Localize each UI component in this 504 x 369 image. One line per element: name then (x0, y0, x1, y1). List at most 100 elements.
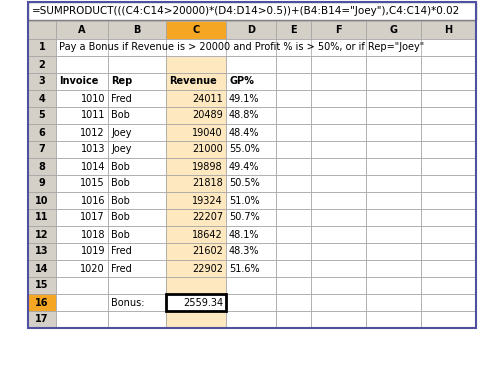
Bar (28, 277, 56, 294)
Bar (311, 73, 366, 90)
Bar (28, 192, 56, 209)
Bar (108, 21, 166, 39)
Text: 8: 8 (39, 162, 45, 172)
Bar (166, 260, 226, 277)
Text: 1013: 1013 (81, 145, 105, 155)
Bar (366, 56, 421, 73)
Text: 9: 9 (39, 179, 45, 189)
Bar (28, 73, 56, 90)
Text: 2: 2 (39, 59, 45, 69)
Bar (276, 311, 311, 328)
Bar (366, 21, 421, 39)
Bar (226, 243, 276, 260)
Bar (421, 107, 476, 124)
Bar (56, 277, 108, 294)
Text: 17: 17 (35, 314, 49, 324)
Bar (226, 90, 276, 107)
Bar (421, 21, 476, 39)
Bar (276, 192, 311, 209)
Bar (421, 141, 476, 158)
Text: 1018: 1018 (81, 230, 105, 239)
Text: 51.6%: 51.6% (229, 263, 260, 273)
Bar (56, 39, 476, 56)
Text: G: G (390, 25, 398, 35)
Bar (56, 311, 108, 328)
Bar (56, 124, 108, 141)
Bar (366, 260, 421, 277)
Text: Bonus:: Bonus: (111, 297, 145, 307)
Text: 48.4%: 48.4% (229, 128, 260, 138)
Bar (226, 124, 276, 141)
Bar (28, 2, 476, 328)
Bar (108, 294, 166, 311)
Bar (311, 158, 366, 175)
Bar (108, 260, 166, 277)
Bar (276, 124, 311, 141)
Text: Fred: Fred (111, 93, 132, 103)
Bar (108, 141, 166, 158)
Bar (28, 107, 56, 124)
Text: 16: 16 (35, 297, 49, 307)
Bar (166, 175, 226, 192)
Text: 1020: 1020 (80, 263, 105, 273)
Bar (226, 277, 276, 294)
Text: 55.0%: 55.0% (229, 145, 260, 155)
Bar (276, 158, 311, 175)
Bar (108, 277, 166, 294)
Bar (421, 226, 476, 243)
Text: 22902: 22902 (192, 263, 223, 273)
Bar (421, 294, 476, 311)
Bar (421, 175, 476, 192)
Bar (56, 226, 108, 243)
Bar (276, 90, 311, 107)
Bar (56, 73, 108, 90)
Text: Bob: Bob (111, 213, 130, 223)
Bar (56, 107, 108, 124)
Bar (276, 209, 311, 226)
Text: 1011: 1011 (81, 110, 105, 121)
Text: Revenue: Revenue (169, 76, 217, 86)
Bar (56, 141, 108, 158)
Bar (226, 39, 276, 56)
Text: 48.3%: 48.3% (229, 246, 260, 256)
Bar (366, 226, 421, 243)
Text: 13: 13 (35, 246, 49, 256)
Text: 50.5%: 50.5% (229, 179, 260, 189)
Bar (311, 243, 366, 260)
Bar (226, 209, 276, 226)
Text: D: D (247, 25, 255, 35)
Bar (311, 260, 366, 277)
Bar (28, 56, 56, 73)
Text: GP%: GP% (229, 76, 254, 86)
Bar (56, 56, 108, 73)
Bar (366, 158, 421, 175)
Bar (166, 226, 226, 243)
Bar (166, 294, 226, 311)
Bar (421, 192, 476, 209)
Bar (166, 124, 226, 141)
Bar (311, 277, 366, 294)
Bar (421, 260, 476, 277)
Bar (421, 73, 476, 90)
Text: 1012: 1012 (80, 128, 105, 138)
Bar (226, 226, 276, 243)
Text: Bob: Bob (111, 230, 130, 239)
Bar (311, 21, 366, 39)
Bar (108, 175, 166, 192)
Bar (108, 158, 166, 175)
Text: Pay a Bonus if Revenue is > 20000 and Profit % is > 50%, or if Rep="Joey": Pay a Bonus if Revenue is > 20000 and Pr… (59, 42, 424, 52)
Bar (226, 260, 276, 277)
Bar (226, 73, 276, 90)
Bar (166, 209, 226, 226)
Text: Bob: Bob (111, 179, 130, 189)
Text: 22207: 22207 (192, 213, 223, 223)
Text: 1: 1 (39, 42, 45, 52)
Text: 19040: 19040 (193, 128, 223, 138)
Bar (366, 209, 421, 226)
Text: 20489: 20489 (192, 110, 223, 121)
Text: 12: 12 (35, 230, 49, 239)
Bar (56, 90, 108, 107)
Bar (226, 56, 276, 73)
Bar (28, 124, 56, 141)
Text: Fred: Fred (111, 263, 132, 273)
